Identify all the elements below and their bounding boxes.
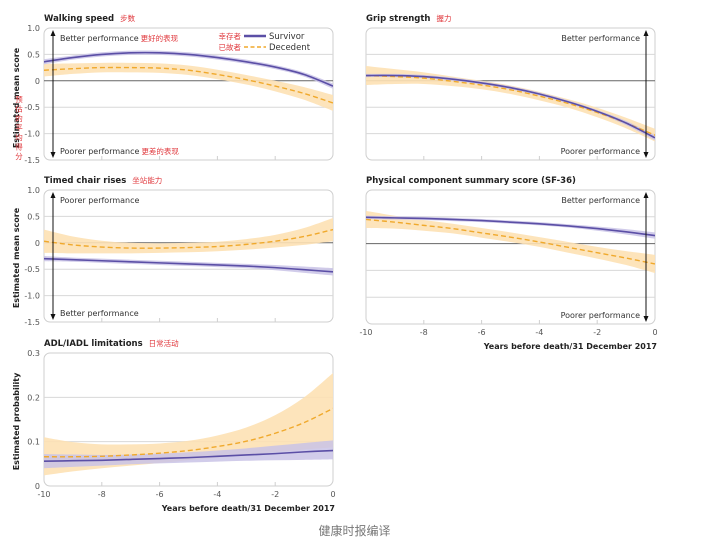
bottom-annotation: Poorer performance: [561, 147, 641, 156]
bottom-annotation: Better performance: [60, 309, 139, 318]
y-axis-label-zh-char: 预: [15, 94, 23, 104]
y-axis-label: Estimated probability: [12, 372, 21, 470]
top-annotation-zh: 更好的表现: [141, 33, 179, 43]
y-tick-label: 0.5: [27, 50, 40, 59]
panel-title: Timed chair rises 坐站能力: [44, 175, 162, 186]
top-annotation: Better performance 更好的表现: [60, 33, 179, 43]
y-tick-label: -1.0: [24, 292, 40, 301]
series-group: [366, 210, 655, 274]
bottom-annotation-zh: 更差的表现: [141, 146, 179, 156]
series-line-decedent: [44, 228, 333, 249]
panel-walking: Walking speed 步数 1.0 0.5 0 -0.5 -1.0 -1.5 Better…: [12, 13, 334, 165]
credit-text: 健康时报编译: [318, 524, 391, 538]
series-group: [44, 50, 333, 111]
y-tick-label: 0.3: [27, 349, 40, 358]
y-axis-label-zh-char: 平: [15, 124, 23, 133]
panel-title-zh: 坐站能力: [132, 175, 162, 185]
panel-pcs: Physical component summary score (SF-36)…: [359, 176, 657, 351]
y-tick-label: -0.5: [24, 265, 40, 274]
y-tick-label: -0.5: [24, 103, 40, 112]
panel-title: ADL/IADL limitations 日常活动: [44, 338, 179, 349]
series-line-survivor: [44, 51, 333, 87]
panel-title-zh: 握力: [436, 13, 451, 23]
ci-band-survivor: [44, 440, 333, 469]
y-tick-label: 0: [35, 239, 40, 248]
y-axis-label-zh-char: 分: [15, 152, 23, 161]
legend-label: Decedent: [269, 43, 311, 53]
y-tick-label: 1.0: [27, 186, 40, 195]
x-axis-label: Years before death/31 December 2017: [483, 342, 657, 351]
y-tick-label: -1.5: [24, 156, 40, 165]
panel-title: Grip strength 握力: [366, 13, 451, 24]
y-axis-label: Estimated mean score: [12, 207, 21, 308]
x-tick-label: -4: [535, 328, 543, 337]
plot-frame: [43, 189, 334, 323]
y-tick-label: -1.5: [24, 318, 40, 327]
series-line-survivor: [44, 449, 333, 462]
arrow-down-head-icon: [643, 316, 649, 322]
arrow-up-head-icon: [50, 192, 56, 198]
x-tick-label: -6: [478, 328, 486, 337]
x-tick-label: -4: [213, 490, 221, 499]
y-axis-label-zh-char: 估: [15, 104, 23, 114]
legend-label-zh: 已故者: [219, 42, 242, 52]
series-group: [366, 66, 655, 142]
arrow-down-head-icon: [643, 152, 649, 158]
y-axis-label-zh-char: 的: [15, 113, 23, 123]
panel-title-zh: 日常活动: [149, 338, 179, 348]
panel-title-zh: 步数: [120, 13, 135, 23]
panel-grip: Grip strength 握力 Better performance Poorer …: [365, 13, 656, 161]
series-line-survivor: [366, 74, 655, 139]
x-tick-label: -8: [420, 328, 428, 337]
legend-label: Survivor: [269, 32, 305, 42]
x-tick-label: -2: [271, 490, 279, 499]
series-group: [44, 372, 333, 476]
ci-band-decedent: [44, 217, 333, 254]
panel-title: Physical component summary score (SF-36): [366, 176, 576, 186]
series-line-decedent: [44, 66, 333, 104]
series-line-decedent: [366, 218, 655, 265]
ci-band-decedent: [44, 62, 333, 111]
arrow-up-head-icon: [643, 30, 649, 36]
x-tick-label: 0: [330, 490, 335, 499]
bottom-annotation: Poorer performance: [561, 311, 641, 320]
top-annotation: Better performance: [561, 196, 640, 205]
x-tick-label: -10: [359, 328, 372, 337]
x-tick-label: 0: [652, 328, 657, 337]
series-line-survivor: [366, 216, 655, 237]
x-tick-label: -8: [98, 490, 106, 499]
y-tick-label: 0: [35, 482, 40, 491]
arrow-down-head-icon: [50, 152, 56, 158]
arrow-up-head-icon: [643, 192, 649, 198]
ci-band-decedent: [366, 66, 655, 142]
top-annotation: Poorer performance: [60, 196, 140, 205]
y-tick-label: 0.5: [27, 212, 40, 221]
y-axis-label-zh-char: 得: [15, 142, 23, 152]
top-annotation: Better performance: [561, 34, 640, 43]
y-tick-label: 0.1: [27, 438, 40, 447]
arrow-up-head-icon: [50, 30, 56, 36]
series-group: [44, 217, 333, 276]
plot-frame: [43, 27, 334, 161]
x-tick-label: -10: [37, 490, 50, 499]
y-tick-label: 0.2: [27, 393, 40, 402]
x-tick-label: -6: [156, 490, 164, 499]
x-tick-label: -2: [593, 328, 601, 337]
x-axis-label: Years before death/31 December 2017: [161, 504, 335, 513]
y-axis-label-zh-char: 均: [15, 132, 23, 142]
series-line-survivor: [44, 257, 333, 273]
panel-chair: Timed chair rises 坐站能力 1.0 0.5 0 -0.5 -1.0 -1.5…: [12, 175, 334, 327]
y-axis-label: Estimated mean score: [12, 47, 21, 148]
series-line-decedent: [44, 407, 333, 458]
bottom-annotation: Poorer performance 更差的表现: [60, 146, 179, 156]
figure: Walking speed 步数 1.0 0.5 0 -0.5 -1.0 -1.5 Better…: [12, 13, 658, 513]
panel-title: Walking speed 步数: [44, 13, 136, 24]
arrow-down-head-icon: [50, 314, 56, 320]
y-tick-label: -1.0: [24, 130, 40, 139]
y-tick-label: 0: [35, 77, 40, 86]
y-tick-label: 1.0: [27, 24, 40, 33]
legend-label-zh: 幸存者: [219, 31, 242, 41]
